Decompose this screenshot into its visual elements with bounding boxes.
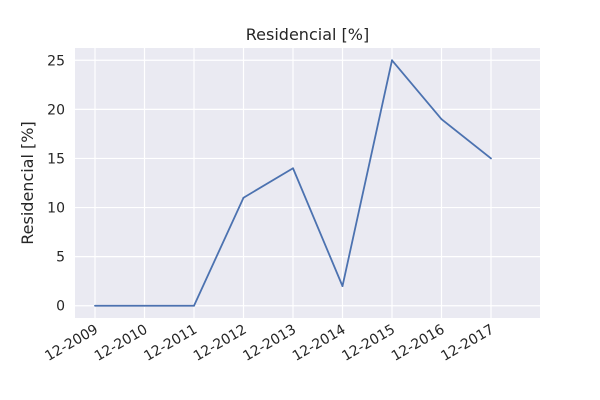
x-tick-label: 12-2010 xyxy=(92,322,151,365)
y-tick-label: 25 xyxy=(47,53,65,69)
x-tick-label: 12-2014 xyxy=(290,322,349,365)
data-point xyxy=(292,167,294,170)
plot-area xyxy=(75,48,540,318)
y-axis-label: Residencial [%] xyxy=(18,121,37,244)
x-tick-label: 12-2012 xyxy=(191,322,250,365)
data-point xyxy=(94,304,96,307)
y-tick-label: 20 xyxy=(47,102,65,118)
data-point xyxy=(143,304,146,307)
x-tick-label: 12-2013 xyxy=(240,322,299,365)
x-tick-label: 12-2016 xyxy=(389,322,448,365)
y-tick-label: 0 xyxy=(56,299,65,315)
grid xyxy=(75,48,540,318)
data-point xyxy=(440,118,443,121)
data-point xyxy=(341,285,344,287)
x-tick-label: 12-2015 xyxy=(339,322,398,365)
x-tick-label: 12-2011 xyxy=(141,322,200,365)
data-point xyxy=(490,157,492,160)
x-tick-label: 12-2017 xyxy=(438,322,497,365)
y-tick-label: 15 xyxy=(47,151,65,167)
x-tick-label: 12-2009 xyxy=(42,322,101,365)
chart-title: Residencial [%] xyxy=(246,25,369,44)
data-point xyxy=(193,304,195,307)
series-layer xyxy=(94,59,492,307)
y-tick-labels: 0 5 10 15 20 25 xyxy=(47,53,65,314)
y-tick-label: 10 xyxy=(47,201,65,217)
data-point xyxy=(242,196,245,199)
x-tick-labels: 12-200912-201012-201112-201212-201312-20… xyxy=(42,322,497,365)
y-tick-label: 5 xyxy=(56,250,65,266)
data-point xyxy=(391,59,393,62)
